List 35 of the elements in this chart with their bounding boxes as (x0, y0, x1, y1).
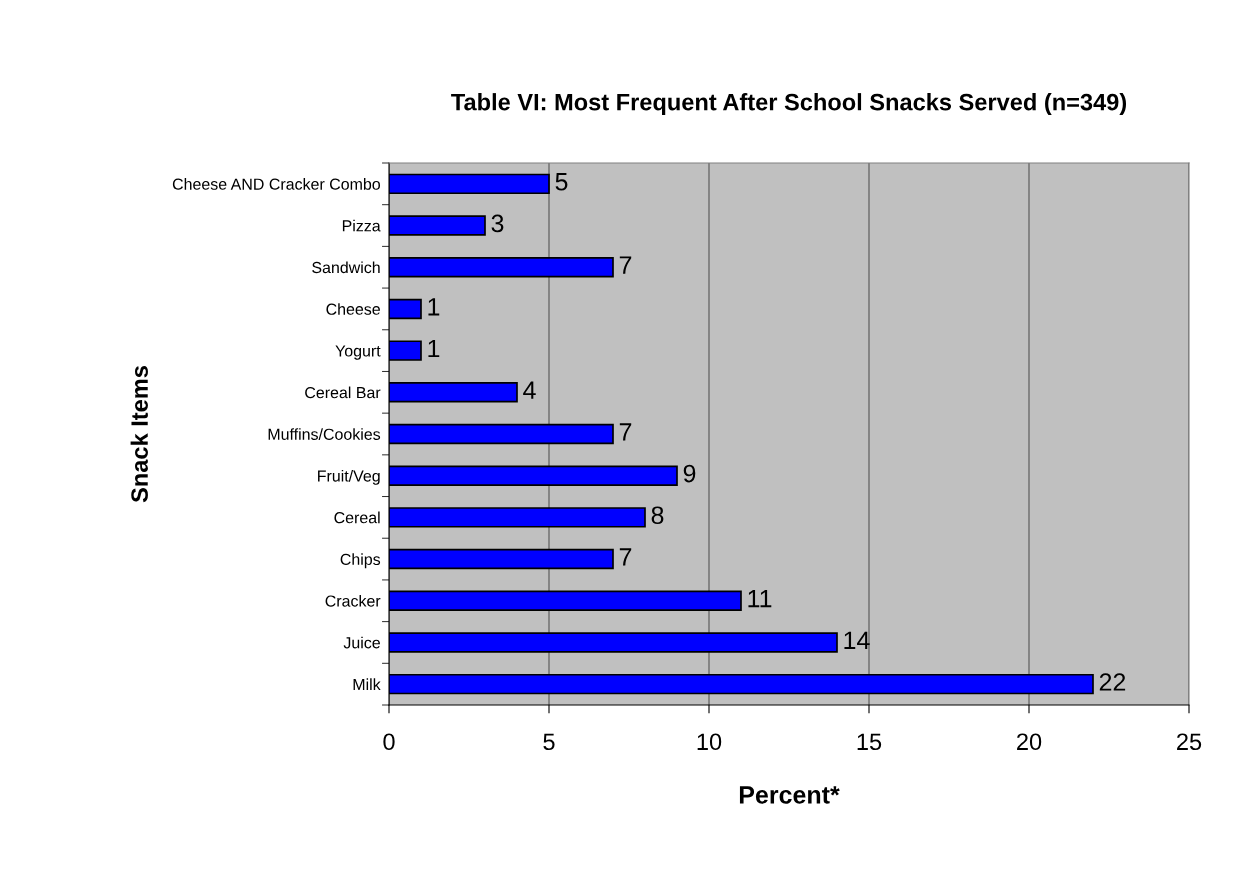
x-tick-label: 20 (1017, 733, 1042, 751)
y-tick-label: Chips (340, 553, 381, 569)
data-label: 7 (619, 256, 632, 274)
y-tick-label: Cereal (334, 511, 380, 524)
chart-title: Table VI: Most Frequent After School Snacks Served (n=349) (451, 93, 1127, 116)
data-label: 22 (1099, 673, 1126, 691)
x-tick-label: 15 (857, 733, 882, 751)
data-label: 14 (844, 631, 870, 649)
y-tick-label: Fruit/Veg (318, 469, 380, 485)
y-axis-title: Snack Items (130, 366, 148, 503)
x-tick-label: 5 (543, 733, 555, 751)
data-label: 3 (491, 214, 504, 233)
x-axis-title: Percent* (739, 786, 840, 804)
y-tick-label: Muffins/Cookies (268, 428, 381, 440)
data-label: 1 (428, 339, 440, 358)
y-tick-label: Pizza (342, 219, 381, 232)
y-tick-label: Yogurt (335, 345, 381, 360)
y-tick-label: Cereal Bar (305, 386, 381, 399)
data-label: 11 (748, 590, 772, 608)
x-tick-label: 10 (697, 733, 722, 751)
data-label: 7 (619, 548, 632, 566)
data-label: 5 (555, 173, 568, 191)
data-label: 9 (683, 464, 696, 483)
y-tick-label: Cracker (325, 594, 381, 607)
y-tick-label: Juice (343, 636, 380, 649)
data-label: 4 (523, 381, 536, 399)
y-tick-label: Cheese AND Cracker Combo (172, 178, 381, 190)
y-tick-label: Cheese (326, 303, 380, 315)
x-tick-label: 25 (1177, 733, 1202, 751)
data-label: 8 (651, 506, 664, 525)
y-tick-label: Sandwich (312, 261, 380, 274)
data-label: 1 (428, 298, 440, 316)
x-tick-label: 0 (383, 733, 395, 751)
data-label: 7 (619, 423, 632, 441)
y-tick-label: Milk (353, 678, 381, 690)
